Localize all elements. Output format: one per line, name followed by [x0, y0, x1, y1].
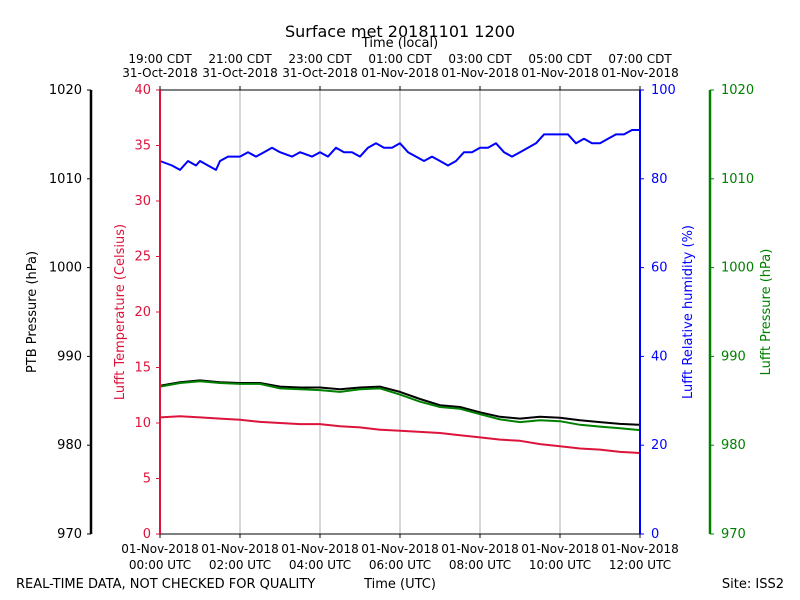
x-tick-label-date: 01-Nov-2018: [361, 542, 439, 556]
temperature-tick-label: 25: [134, 250, 151, 265]
chart-title: Surface met 20181101 1200: [285, 22, 515, 41]
x-tick-label-time: 04:00 UTC: [289, 558, 351, 572]
x-top-tick-label-time: 07:00 CDT: [608, 52, 672, 66]
temperature-axis-label: Lufft Temperature (Celsius): [113, 224, 128, 400]
ptb-pressure-tick-label: 970: [57, 527, 82, 542]
x-tick-label-date: 01-Nov-2018: [521, 542, 599, 556]
x-top-tick-label-date: 01-Nov-2018: [521, 66, 599, 80]
ptb-pressure-tick-label: 1010: [49, 172, 82, 187]
x-top-tick-label-date: 31-Oct-2018: [282, 66, 358, 80]
x-top-tick-label-time: 03:00 CDT: [448, 52, 512, 66]
top-axis-label: Time (local): [361, 36, 438, 51]
x-tick-label-time: 02:00 UTC: [209, 558, 271, 572]
x-axis-label: Time (UTC): [363, 577, 436, 592]
x-top-tick-label-time: 01:00 CDT: [368, 52, 432, 66]
humidity-tick-label: 20: [651, 438, 668, 453]
humidity-tick-label: 0: [651, 527, 659, 542]
humidity-tick-label: 100: [651, 83, 676, 98]
x-tick-label-date: 01-Nov-2018: [601, 542, 679, 556]
lufft-pressure-tick-label: 990: [721, 349, 746, 364]
humidity-tick-label: 80: [651, 172, 668, 187]
temperature-tick-label: 10: [134, 416, 151, 431]
ptb-pressure-tick-label: 1020: [49, 83, 82, 98]
x-tick-label-date: 01-Nov-2018: [441, 542, 519, 556]
quality-disclaimer: REAL-TIME DATA, NOT CHECKED FOR QUALITY: [16, 577, 315, 592]
temperature-tick-label: 15: [134, 361, 151, 376]
x-tick-label-date: 01-Nov-2018: [281, 542, 359, 556]
x-tick-label-date: 01-Nov-2018: [121, 542, 199, 556]
temperature-tick-label: 30: [134, 194, 151, 209]
x-top-tick-label-date: 01-Nov-2018: [601, 66, 679, 80]
series-line-lufft-temperature: [159, 415, 641, 454]
x-tick-label-time: 06:00 UTC: [369, 558, 431, 572]
lufft-pressure-tick-label: 970: [721, 527, 746, 542]
temperature-tick-label: 40: [134, 83, 151, 98]
x-tick-label-time: 00:00 UTC: [129, 558, 191, 572]
x-tick-label-time: 10:00 UTC: [529, 558, 591, 572]
series-line-lufft-pressure: [159, 380, 641, 432]
humidity-axis-label: Lufft Relative humidity (%): [681, 225, 696, 399]
ptb-pressure-tick-label: 990: [57, 349, 82, 364]
temperature-tick-label: 35: [134, 139, 151, 154]
ptb-pressure-tick-label: 1000: [49, 261, 82, 276]
x-top-tick-label-date: 31-Oct-2018: [122, 66, 198, 80]
ptb-pressure-tick-label: 980: [57, 438, 82, 453]
x-top-tick-label-time: 05:00 CDT: [528, 52, 592, 66]
lufft-pressure-tick-label: 1000: [721, 261, 754, 276]
site-label: Site: ISS2: [722, 577, 784, 592]
x-top-tick-label-time: 21:00 CDT: [208, 52, 272, 66]
humidity-tick-label: 40: [651, 349, 668, 364]
lufft-pressure-tick-label: 1020: [721, 83, 754, 98]
lufft-pressure-axis-label: Lufft Pressure (hPa): [759, 249, 774, 376]
x-top-tick-label-date: 01-Nov-2018: [361, 66, 439, 80]
humidity-tick-label: 60: [651, 261, 668, 276]
x-top-tick-label-time: 23:00 CDT: [288, 52, 352, 66]
lufft-pressure-tick-label: 1010: [721, 172, 754, 187]
ptb-pressure-axis-label: PTB Pressure (hPa): [25, 251, 40, 373]
x-top-tick-label-date: 01-Nov-2018: [441, 66, 519, 80]
x-tick-label-date: 01-Nov-2018: [201, 542, 279, 556]
x-top-tick-label-date: 31-Oct-2018: [202, 66, 278, 80]
series-line-lufft-relative-humidity: [159, 129, 640, 171]
temperature-tick-label: 5: [143, 472, 151, 487]
lufft-pressure-tick-label: 980: [721, 438, 746, 453]
x-tick-label-time: 08:00 UTC: [449, 558, 511, 572]
temperature-tick-label: 20: [134, 305, 151, 320]
x-tick-label-time: 12:00 UTC: [609, 558, 671, 572]
temperature-tick-label: 0: [143, 527, 151, 542]
x-top-tick-label-time: 19:00 CDT: [128, 52, 192, 66]
